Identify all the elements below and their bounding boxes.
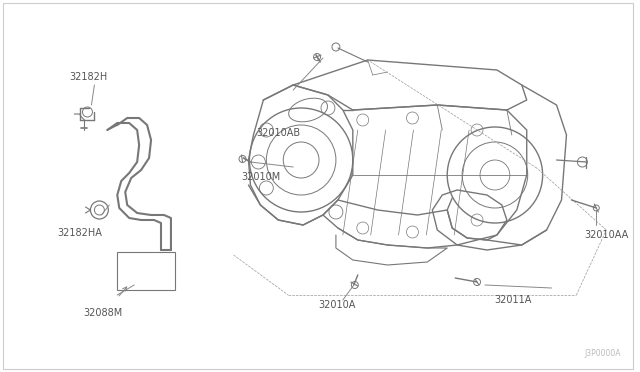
Text: 32182HA: 32182HA — [58, 228, 102, 238]
Text: 32010AB: 32010AB — [257, 128, 301, 138]
Text: 32011A: 32011A — [494, 295, 531, 305]
Text: 32010AA: 32010AA — [584, 230, 628, 240]
Text: J3P0000A: J3P0000A — [585, 349, 621, 358]
Bar — [117, 252, 175, 290]
Text: 32182H: 32182H — [70, 72, 108, 82]
Text: 32088M: 32088M — [83, 308, 123, 318]
Text: 32010M: 32010M — [241, 172, 281, 182]
Text: 32010A: 32010A — [318, 300, 355, 310]
